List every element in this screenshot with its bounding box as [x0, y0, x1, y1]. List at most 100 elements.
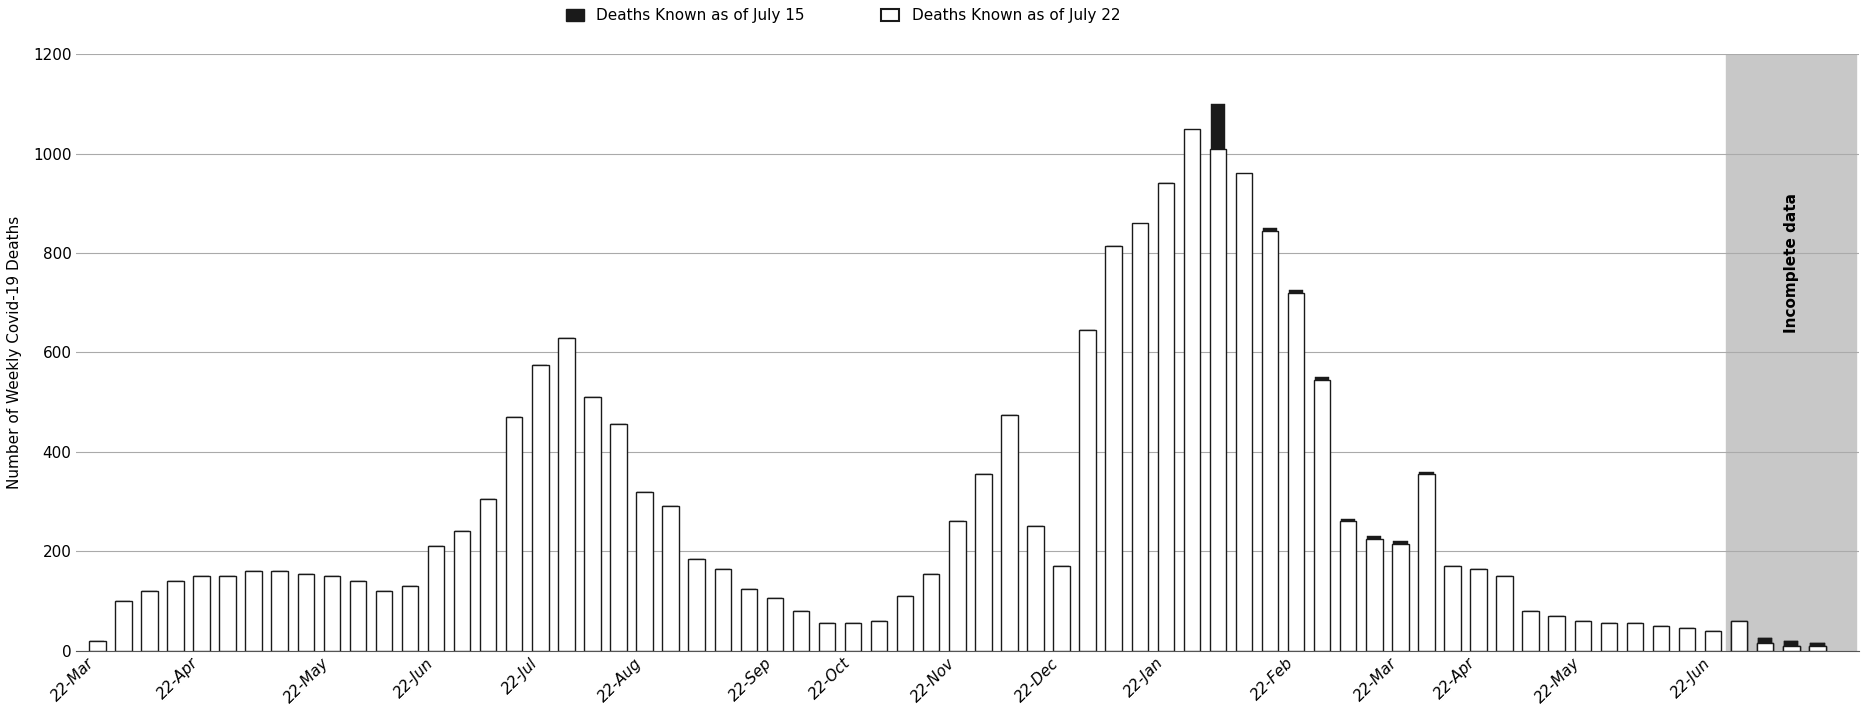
Bar	[1732, 621, 1747, 651]
Bar	[1549, 616, 1564, 651]
Bar	[1601, 623, 1618, 651]
Bar	[1784, 646, 1799, 651]
Bar	[377, 591, 392, 651]
Bar	[1523, 611, 1538, 651]
Bar	[1653, 626, 1668, 651]
Bar	[480, 499, 496, 651]
Bar	[1316, 377, 1329, 651]
Bar	[1706, 631, 1720, 651]
Bar	[1028, 526, 1043, 651]
Bar	[845, 623, 860, 651]
Bar	[1732, 621, 1747, 651]
Bar	[612, 424, 625, 651]
Bar	[323, 576, 340, 651]
Bar	[767, 598, 782, 651]
Bar	[1105, 245, 1121, 651]
Bar	[767, 598, 784, 651]
Bar	[1575, 621, 1592, 651]
Bar	[246, 571, 261, 651]
Bar	[845, 623, 862, 651]
Bar	[351, 581, 366, 651]
Bar	[1289, 290, 1302, 651]
Bar	[1575, 621, 1590, 651]
Bar	[715, 569, 731, 651]
Bar	[1183, 129, 1200, 651]
Bar	[1261, 230, 1278, 651]
Bar	[401, 586, 418, 651]
Bar	[610, 424, 627, 651]
Bar	[1549, 616, 1566, 651]
Bar	[1679, 628, 1694, 651]
Bar	[924, 573, 939, 651]
Bar	[168, 581, 183, 651]
Bar	[1653, 626, 1670, 651]
Bar	[558, 337, 575, 651]
Bar	[1342, 519, 1355, 651]
Bar	[1758, 643, 1773, 651]
Bar	[898, 596, 914, 651]
Bar	[1444, 566, 1461, 651]
Bar	[1758, 638, 1773, 651]
Bar	[1235, 173, 1252, 651]
Bar	[1418, 474, 1435, 651]
Bar	[976, 474, 991, 651]
Bar	[532, 365, 549, 651]
Bar	[375, 591, 392, 651]
Bar	[819, 623, 836, 651]
Bar	[819, 623, 834, 651]
Bar	[1726, 54, 1857, 651]
Y-axis label: Number of Weekly Covid-19 Deaths: Number of Weekly Covid-19 Deaths	[7, 216, 22, 489]
Bar	[1002, 414, 1017, 651]
Bar	[1497, 576, 1511, 651]
Bar	[1028, 526, 1043, 651]
Bar	[1472, 569, 1485, 651]
Bar	[403, 586, 418, 651]
Bar	[1159, 183, 1174, 651]
Bar	[950, 521, 965, 651]
Bar	[1002, 414, 1017, 651]
Legend: Deaths Known as of July 15, Deaths Known as of July 22: Deaths Known as of July 15, Deaths Known…	[560, 2, 1127, 29]
Bar	[1784, 646, 1799, 651]
Bar	[455, 531, 470, 651]
Bar	[116, 601, 131, 651]
Bar	[272, 571, 287, 651]
Bar	[1107, 245, 1121, 651]
Bar	[689, 559, 705, 651]
Bar	[586, 397, 599, 651]
Bar	[1627, 623, 1642, 651]
Bar	[429, 546, 444, 651]
Bar	[90, 641, 106, 651]
Bar	[1080, 330, 1095, 651]
Bar	[1601, 623, 1616, 651]
Bar	[741, 588, 756, 651]
Bar	[1052, 566, 1069, 651]
Bar	[1079, 330, 1095, 651]
Bar	[299, 573, 313, 651]
Bar	[194, 576, 209, 651]
Bar	[741, 588, 758, 651]
Bar	[871, 621, 886, 651]
Bar	[325, 576, 340, 651]
Bar	[1706, 631, 1720, 651]
Bar	[793, 611, 810, 651]
Bar	[664, 506, 677, 651]
Bar	[1392, 544, 1409, 651]
Bar	[950, 521, 965, 651]
Bar	[976, 474, 991, 651]
Bar	[349, 581, 366, 651]
Bar	[1185, 131, 1200, 651]
Bar	[1209, 148, 1226, 651]
Bar	[1368, 536, 1381, 651]
Bar	[638, 491, 651, 651]
Bar	[1394, 541, 1407, 651]
Bar	[534, 365, 547, 651]
Bar	[1784, 641, 1799, 651]
Bar	[194, 576, 209, 651]
Bar	[1211, 104, 1226, 651]
Bar	[427, 546, 444, 651]
Bar	[1784, 641, 1799, 651]
Bar	[1263, 228, 1276, 651]
Bar	[508, 417, 521, 651]
Bar	[690, 559, 703, 651]
Bar	[1446, 566, 1459, 651]
